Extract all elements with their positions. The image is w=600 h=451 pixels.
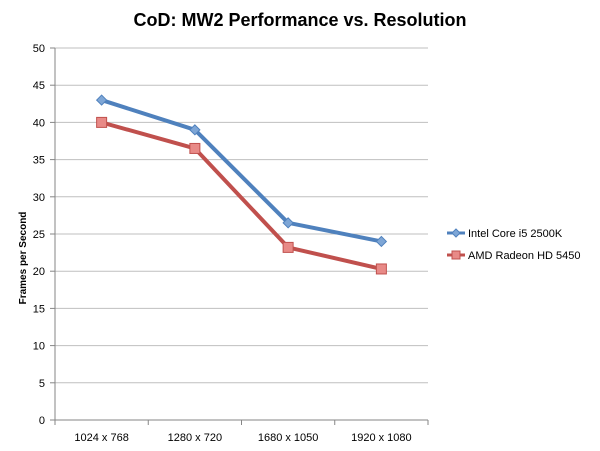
y-tick-label: 0 xyxy=(39,415,45,427)
legend: Intel Core i5 2500K AMD Radeon HD 5450 xyxy=(447,228,581,262)
series-group xyxy=(95,94,388,275)
y-tick-label: 5 xyxy=(39,378,45,390)
data-point xyxy=(95,94,108,106)
y-tick-label: 35 xyxy=(33,155,45,167)
y-tick-label: 30 xyxy=(33,192,45,204)
data-point xyxy=(375,263,387,275)
x-tick-label: 1920 x 1080 xyxy=(351,432,412,444)
y-tick-label: 25 xyxy=(33,229,45,241)
legend-marker xyxy=(451,250,461,260)
chart-title: CoD: MW2 Performance vs. Resolution xyxy=(133,10,467,30)
legend-marker xyxy=(451,228,461,238)
x-tick-label: 1680 x 1050 xyxy=(258,432,319,444)
legend-label: AMD Radeon HD 5450 xyxy=(468,250,581,262)
series-line xyxy=(101,120,382,271)
y-axis-title: Frames per Second xyxy=(18,212,29,305)
y-tick-label: 20 xyxy=(33,266,45,278)
x-axis-ticks: 1024 x 768 1280 x 720 1680 x 1050 1920 x 10… xyxy=(54,420,429,444)
x-tick-label: 1280 x 720 xyxy=(168,432,222,444)
data-point xyxy=(96,116,108,128)
series-1 xyxy=(95,94,388,248)
data-point xyxy=(282,217,294,229)
y-tick-label: 45 xyxy=(33,80,45,92)
data-point xyxy=(282,241,294,253)
data-point xyxy=(375,235,388,248)
gridlines xyxy=(55,47,428,384)
legend-item: Intel Core i5 2500K xyxy=(447,228,563,240)
y-tick-label: 50 xyxy=(33,43,45,55)
legend-label: Intel Core i5 2500K xyxy=(468,228,563,240)
legend-item: AMD Radeon HD 5450 xyxy=(447,250,581,262)
x-tick-label: 1024 x 768 xyxy=(74,432,128,444)
series-2 xyxy=(96,116,387,275)
y-tick-label: 15 xyxy=(33,303,45,315)
series-line xyxy=(101,98,382,244)
y-tick-label: 40 xyxy=(33,117,45,129)
data-point xyxy=(189,142,201,154)
y-axis-ticks: 0 5 10 15 20 25 30 35 40 45 50 xyxy=(33,43,55,427)
y-tick-label: 10 xyxy=(33,341,45,353)
data-point xyxy=(189,124,201,136)
